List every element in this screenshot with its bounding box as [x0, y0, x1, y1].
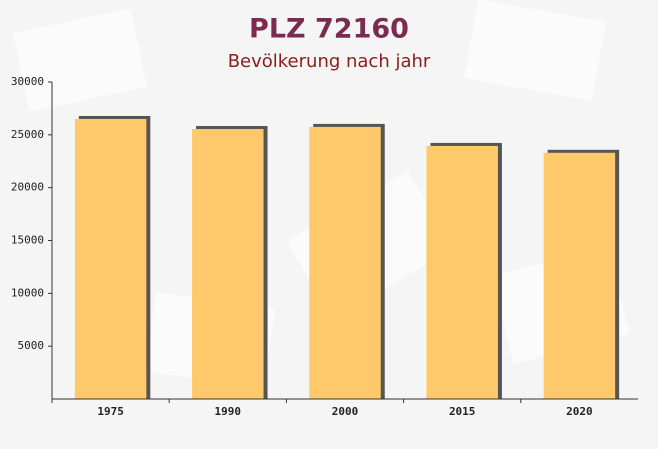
- y-tick-label: 25000: [11, 128, 44, 141]
- bar: [309, 126, 381, 400]
- y-tick-label: 10000: [11, 286, 44, 299]
- bar: [426, 145, 498, 399]
- y-tick-label: 20000: [11, 181, 44, 194]
- bar: [543, 152, 616, 399]
- chart-title: PLZ 72160: [249, 14, 409, 45]
- bar: [192, 129, 264, 399]
- chart-subtitle: Bevölkerung nach jahr: [228, 51, 431, 72]
- x-tick-label: 2020: [566, 405, 593, 418]
- y-tick-label: 15000: [11, 234, 44, 247]
- y-tick-label: 5000: [18, 339, 45, 352]
- x-tick-label: 1975: [97, 405, 124, 418]
- x-tick-label: 2000: [332, 405, 359, 418]
- x-tick-label: 2015: [449, 405, 476, 418]
- x-tick-label: 1990: [215, 405, 242, 418]
- bar: [74, 118, 147, 399]
- y-tick-label: 30000: [11, 75, 44, 88]
